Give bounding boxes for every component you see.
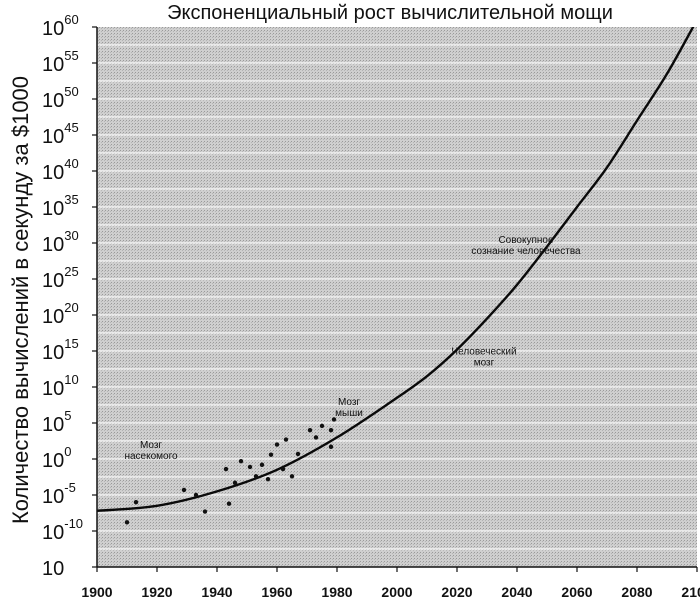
- data-point: [280, 466, 286, 472]
- y-tick-label: 1035: [42, 192, 79, 220]
- x-tick-label: 2020: [441, 584, 472, 600]
- data-point: [223, 466, 229, 472]
- data-point: [295, 451, 301, 457]
- x-tick-label: 2100: [681, 584, 700, 600]
- y-tick-label: 1055: [42, 48, 79, 76]
- data-point: [313, 435, 319, 440]
- x-tick-label: 2060: [561, 584, 592, 600]
- data-point: [232, 480, 238, 485]
- y-tick-label: 1045: [42, 120, 79, 148]
- trend-layer: [97, 27, 695, 512]
- trend-curve: [97, 27, 695, 512]
- y-tick-label: 10-10: [42, 516, 83, 544]
- annotations: Мозг насекомого Мозг мыши Человеческий мозг Со…: [124, 235, 581, 462]
- data-point: [307, 428, 313, 433]
- data-point: [247, 464, 253, 470]
- data-point: [181, 487, 187, 493]
- data-point: [124, 520, 130, 525]
- y-axis-label: Количество вычислений в секунду за $1000: [8, 76, 33, 524]
- x-tick-label: 1980: [321, 584, 352, 600]
- y-tick-label: 10-5: [42, 480, 76, 508]
- x-tick-label: 1900: [81, 584, 112, 600]
- annotation-label: Мозг насекомого: [124, 440, 178, 462]
- x-tick-label: 1920: [141, 584, 172, 600]
- x-tick-label: 1960: [261, 584, 292, 600]
- data-point: [289, 474, 295, 479]
- y-tick-label: 10: [42, 558, 64, 580]
- y-tick-label: 1040: [42, 156, 79, 184]
- annotation-label: Совокупное сознание человечества: [471, 235, 581, 257]
- data-point: [226, 501, 232, 506]
- x-tick-label: 2000: [381, 584, 412, 600]
- data-point: [265, 476, 271, 482]
- data-point: [133, 500, 139, 505]
- x-tick-label: 2080: [621, 584, 652, 600]
- y-tick-label: 105: [42, 408, 71, 436]
- data-point: [193, 492, 199, 498]
- data-point: [253, 474, 259, 479]
- data-point: [268, 452, 274, 457]
- x-axis-ticks: 1900 1920 1940 1960 1980 2000 2020 2040 2060 2080…: [81, 567, 700, 600]
- annotation-label: Мозг мыши: [335, 397, 363, 419]
- y-axis-ticks: 1060 1055 1050 1045 1040 1035 1030 1025 1020 1015…: [42, 12, 97, 580]
- y-tick-label: 1050: [42, 84, 79, 112]
- x-tick-label: 1940: [201, 584, 232, 600]
- data-point: [319, 423, 325, 429]
- y-tick-label: 1025: [42, 264, 79, 292]
- y-tick-label: 1010: [42, 372, 79, 400]
- data-point: [238, 458, 244, 464]
- x-tick-label: 2040: [501, 584, 532, 600]
- data-point: [259, 462, 265, 467]
- data-point: [331, 417, 337, 422]
- y-tick-label: 100: [42, 444, 71, 472]
- data-point: [274, 442, 280, 447]
- annotation-label: Человеческий мозг: [451, 347, 516, 369]
- y-tick-label: 1060: [42, 12, 79, 40]
- data-points: [124, 417, 337, 525]
- y-tick-label: 1020: [42, 300, 79, 328]
- y-tick-label: 1015: [42, 336, 79, 364]
- data-point: [283, 437, 289, 442]
- data-point: [328, 428, 334, 433]
- data-point: [202, 509, 208, 514]
- grid-lines: [97, 43, 697, 551]
- y-tick-label: 1030: [42, 228, 79, 256]
- data-point: [328, 444, 334, 449]
- chart-title: Экспоненциальный рост вычислительной мощ…: [167, 2, 613, 24]
